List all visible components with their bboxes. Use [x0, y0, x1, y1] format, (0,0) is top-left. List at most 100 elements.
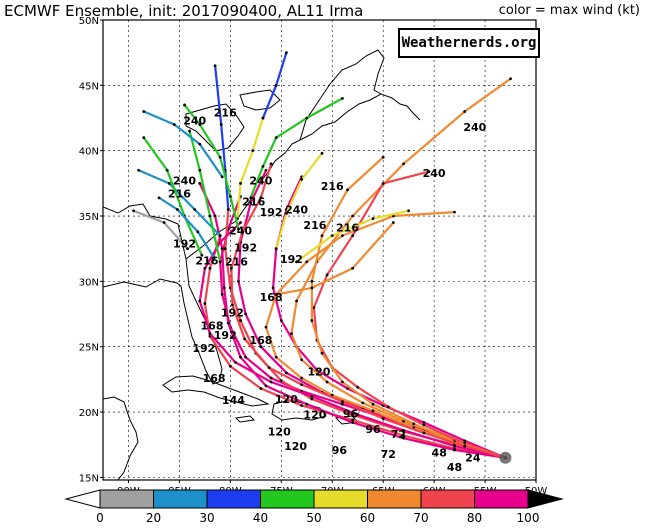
genesis-cluster: [499, 451, 512, 464]
track-point: [237, 227, 240, 231]
forecast-hour-label: 216: [336, 222, 359, 235]
colorbar-segment: [153, 489, 208, 509]
track-point: [412, 422, 416, 426]
track-point: [264, 168, 268, 172]
track-point: [259, 196, 263, 200]
forecast-hour-label: 120: [284, 440, 307, 453]
forecast-hour-label: 72: [381, 448, 396, 461]
track-point: [402, 436, 405, 440]
lat-tick-label: 30N: [79, 277, 99, 288]
ensemble-track: [275, 221, 395, 296]
forecast-hour-label: 240: [229, 224, 252, 237]
track-point: [251, 149, 255, 153]
colorbar-tick-label: 80: [467, 511, 482, 525]
lat-tick-label: 45N: [79, 81, 99, 92]
track-point: [312, 306, 316, 309]
track-point: [239, 319, 242, 322]
track-point: [274, 136, 278, 140]
track-point: [198, 299, 202, 303]
forecast-hour-label: 216: [225, 256, 248, 269]
track-point: [341, 400, 344, 403]
track-point: [259, 387, 263, 390]
track-point: [341, 234, 344, 238]
track-point: [172, 123, 176, 126]
track-point: [274, 247, 278, 251]
colorbar-segment: [420, 489, 475, 509]
coastline-canada: [299, 49, 385, 141]
track-point: [371, 402, 375, 406]
track-point: [305, 260, 309, 264]
ensemble-track: [312, 170, 507, 459]
forecast-hour-label: 216: [195, 254, 218, 267]
track-point: [295, 299, 298, 303]
track-point: [157, 196, 161, 200]
colorbar-tick-label: 60: [360, 511, 375, 525]
track-point: [284, 212, 288, 215]
track-point: [463, 110, 467, 113]
ensemble-track: [157, 196, 216, 259]
weathernerds-badge: Weathernerds.org: [398, 28, 540, 58]
track-point: [264, 384, 268, 388]
track-point: [264, 325, 268, 329]
forecast-hour-label: 192: [234, 241, 257, 254]
ensemble-track: [142, 136, 203, 257]
track-point: [381, 417, 385, 420]
track-point: [330, 234, 334, 238]
track-point: [243, 337, 247, 341]
forecast-hour-label: 168: [260, 291, 283, 304]
track-point: [261, 116, 265, 120]
track-point: [320, 234, 324, 238]
track-point: [269, 162, 273, 166]
colorbar-segment: [313, 489, 368, 509]
colorbar-arrow-high: [527, 489, 564, 509]
track-point: [402, 428, 405, 432]
track-point: [259, 345, 263, 349]
track-point: [351, 421, 355, 424]
forecast-hour-label: 120: [275, 393, 298, 406]
track-point: [402, 419, 405, 423]
lat-tick-label: 50N: [79, 16, 99, 27]
forecast-hour-label: 240: [249, 175, 272, 188]
track-point: [208, 214, 212, 218]
forecast-hour-label: 240: [183, 115, 206, 128]
track-point: [315, 368, 319, 372]
colorbar-tick-label: 50: [306, 511, 321, 525]
track-point: [237, 279, 240, 283]
track-point: [183, 103, 186, 107]
track-point: [407, 209, 411, 213]
track-point: [212, 256, 216, 260]
track-point: [346, 188, 349, 192]
forecast-hour-label: 192: [260, 206, 283, 219]
track-point: [300, 358, 304, 362]
track-point: [234, 360, 237, 364]
colorbar-tick-label: 0: [96, 511, 104, 525]
track-point: [218, 234, 222, 238]
colorbar-segment: [367, 489, 422, 509]
forecast-hour-label: 192: [173, 237, 196, 250]
track-point: [196, 230, 200, 234]
coastline-jamaica: [234, 415, 256, 423]
ensemble-track: [142, 110, 224, 178]
track-point: [422, 421, 426, 424]
track-point: [391, 221, 395, 224]
track-point: [381, 181, 385, 185]
ensemble-track: [236, 116, 265, 220]
track-point: [142, 136, 146, 140]
track-point: [218, 260, 222, 264]
track-point: [463, 444, 467, 448]
lat-tick-label: 35N: [79, 212, 99, 223]
track-point: [200, 253, 204, 257]
colorbar-tick-label: 30: [199, 511, 214, 525]
forecast-hour-label: 96: [343, 407, 359, 420]
colorbar-tick-label: 100: [517, 511, 540, 525]
track-point: [220, 175, 224, 179]
colorbar-arrow-low: [64, 489, 101, 509]
track-point: [346, 387, 349, 390]
forecast-hour-label: 24: [465, 452, 481, 465]
colorbar: 0 20 30 40 50 60 70 80 100: [64, 489, 564, 525]
coastline-atlantic: [185, 93, 421, 260]
track-point: [356, 385, 360, 389]
track-point: [325, 380, 329, 384]
colorbar-tick-label: 40: [253, 511, 268, 525]
